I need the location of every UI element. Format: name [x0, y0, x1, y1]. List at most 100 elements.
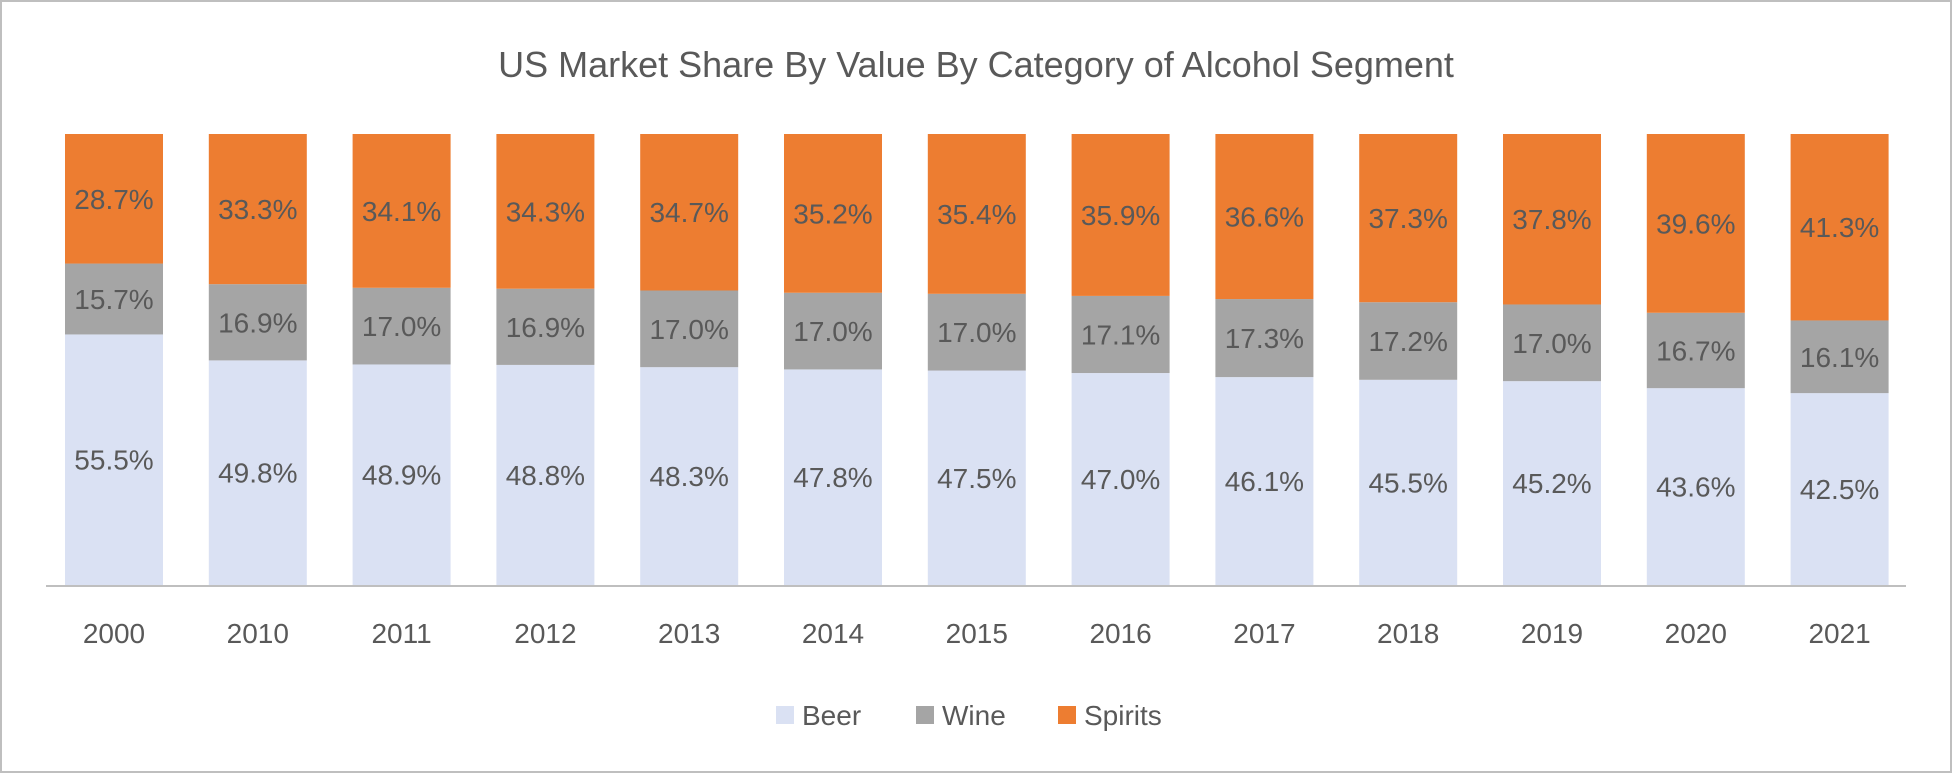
- bar-beer-2014: [784, 369, 882, 585]
- bar-wine-2012: [496, 288, 595, 365]
- x-tick-label-2010: 2010: [227, 618, 289, 649]
- data-label-beer-2019: 45.2%: [1512, 468, 1591, 499]
- bar-beer-2018: [1359, 379, 1458, 585]
- data-label-wine-2018: 17.2%: [1368, 326, 1447, 357]
- data-label-beer-2012: 48.8%: [506, 460, 585, 491]
- data-label-beer-2018: 45.5%: [1368, 467, 1447, 498]
- legend: Beer Wine Spirits: [776, 700, 1162, 731]
- data-label-wine-2014: 17.0%: [793, 316, 872, 347]
- bar-spirits-2012: [496, 134, 595, 289]
- legend-label-spirits: Spirits: [1084, 700, 1162, 731]
- x-tick-labels: 2000 2010 2011 2012 2013 2014 2015 2016 2017 2018…: [83, 618, 1871, 649]
- x-tick-label-2018: 2018: [1377, 618, 1439, 649]
- data-label-beer-2015: 47.5%: [937, 463, 1016, 494]
- x-tick-label-2015: 2015: [946, 618, 1008, 649]
- data-label-spirits-2010: 33.3%: [218, 194, 297, 225]
- data-label-spirits-2012: 34.3%: [506, 196, 585, 227]
- data-label-spirits-2021: 41.3%: [1800, 212, 1879, 243]
- bar-beer-2019: [1503, 381, 1601, 585]
- chart-title: US Market Share By Value By Category of …: [498, 44, 1454, 85]
- bar-wine-2014: [784, 292, 882, 370]
- bar-spirits-2018: [1359, 134, 1458, 303]
- bar-spirits-2021: [1790, 134, 1889, 321]
- x-tick-label-2014: 2014: [802, 618, 864, 649]
- x-tick-label-2000: 2000: [83, 618, 145, 649]
- x-tick-label-2016: 2016: [1089, 618, 1151, 649]
- data-label-spirits-2016: 35.9%: [1081, 200, 1160, 231]
- x-tick-label-2017: 2017: [1233, 618, 1295, 649]
- bar-beer-2017: [1215, 377, 1314, 585]
- data-label-beer-2021: 42.5%: [1800, 474, 1879, 505]
- bar-spirits-2015: [927, 134, 1026, 294]
- bar-wine-2019: [1503, 304, 1601, 382]
- legend-swatch-beer: [776, 706, 794, 724]
- x-tick-label-2013: 2013: [658, 618, 720, 649]
- x-tick-label-2021: 2021: [1808, 618, 1870, 649]
- bar-wine-2013: [640, 290, 739, 368]
- legend-swatch-wine: [916, 706, 934, 724]
- data-label-wine-2017: 17.3%: [1225, 323, 1304, 354]
- data-label-spirits-2018: 37.3%: [1368, 203, 1447, 234]
- bar-beer-2013: [640, 367, 739, 585]
- bar-spirits-2019: [1503, 134, 1601, 305]
- data-label-spirits-2013: 34.7%: [649, 197, 728, 228]
- data-label-spirits-2000: 28.7%: [74, 184, 153, 215]
- x-tick-label-2011: 2011: [371, 618, 431, 649]
- data-label-wine-2010: 16.9%: [218, 307, 297, 338]
- bar-beer-2020: [1646, 388, 1745, 585]
- data-label-spirits-2020: 39.6%: [1656, 208, 1735, 239]
- x-tick-label-2012: 2012: [514, 618, 576, 649]
- data-label-beer-2017: 46.1%: [1225, 466, 1304, 497]
- bar-spirits-2014: [784, 134, 882, 293]
- data-label-beer-2000: 55.5%: [74, 445, 153, 476]
- bars-group: 55.5% 15.7% 28.7% 49.8% 16.9% 33.3% 48.9% 17.0%…: [65, 134, 1889, 585]
- bar-wine-2016: [1071, 295, 1170, 374]
- legend-swatch-spirits: [1058, 706, 1076, 724]
- data-label-beer-2014: 47.8%: [793, 462, 872, 493]
- data-label-wine-2019: 17.0%: [1512, 328, 1591, 359]
- bar-wine-2017: [1215, 299, 1314, 378]
- data-label-wine-2012: 16.9%: [506, 312, 585, 343]
- bar-beer-2021: [1790, 393, 1889, 585]
- bar-wine-2011: [352, 287, 451, 365]
- data-label-wine-2016: 17.1%: [1081, 319, 1160, 350]
- bar-spirits-2016: [1071, 134, 1170, 296]
- bar-wine-2018: [1359, 302, 1458, 380]
- bar-beer-2012: [496, 364, 595, 585]
- data-label-wine-2000: 15.7%: [74, 284, 153, 315]
- bar-spirits-2017: [1215, 134, 1314, 300]
- data-label-spirits-2017: 36.6%: [1225, 202, 1304, 233]
- bar-beer-2000: [65, 334, 163, 585]
- bar-beer-2011: [352, 364, 451, 585]
- bar-wine-2015: [927, 293, 1026, 371]
- x-tick-label-2019: 2019: [1521, 618, 1583, 649]
- data-label-spirits-2011: 34.1%: [362, 196, 441, 227]
- bar-spirits-2010: [208, 134, 307, 285]
- bar-beer-2016: [1071, 373, 1170, 585]
- bar-spirits-2013: [640, 134, 739, 291]
- bar-wine-2000: [65, 263, 163, 335]
- data-label-spirits-2015: 35.4%: [937, 199, 1016, 230]
- data-label-wine-2013: 17.0%: [649, 314, 728, 345]
- data-label-spirits-2019: 37.8%: [1512, 204, 1591, 235]
- data-label-beer-2010: 49.8%: [218, 458, 297, 489]
- bar-wine-2010: [208, 284, 307, 361]
- data-label-spirits-2014: 35.2%: [793, 198, 872, 229]
- data-label-wine-2015: 17.0%: [937, 317, 1016, 348]
- bar-wine-2020: [1646, 312, 1745, 389]
- bar-spirits-2011: [352, 134, 451, 288]
- bar-beer-2015: [927, 370, 1026, 585]
- bar-spirits-2000: [65, 134, 163, 264]
- data-label-beer-2020: 43.6%: [1656, 472, 1735, 503]
- data-label-wine-2011: 17.0%: [362, 311, 441, 342]
- legend-label-beer: Beer: [802, 700, 861, 731]
- data-label-wine-2021: 16.1%: [1800, 342, 1879, 373]
- bar-beer-2010: [208, 360, 307, 585]
- bar-wine-2021: [1790, 320, 1889, 394]
- x-tick-label-2020: 2020: [1665, 618, 1727, 649]
- data-label-beer-2011: 48.9%: [362, 460, 441, 491]
- data-label-beer-2016: 47.0%: [1081, 464, 1160, 495]
- bar-spirits-2020: [1646, 134, 1745, 313]
